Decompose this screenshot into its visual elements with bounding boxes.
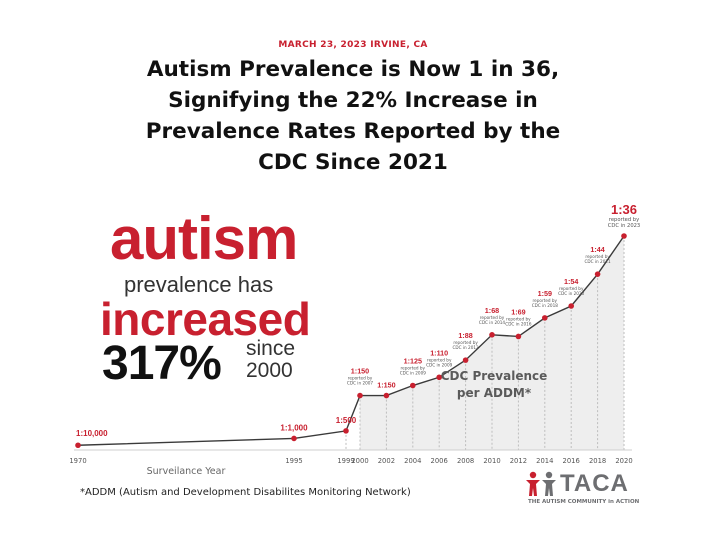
x-tick-label: 2006 bbox=[431, 457, 448, 465]
data-point bbox=[489, 332, 495, 338]
data-point bbox=[542, 315, 548, 321]
data-label: 1:36 bbox=[611, 202, 637, 217]
x-tick-label: 2016 bbox=[563, 457, 580, 465]
data-label: 1:150 bbox=[351, 367, 369, 376]
data-note: CDC in 2018 bbox=[532, 303, 559, 308]
data-note: reported by bbox=[585, 254, 610, 259]
data-note: CDC in 2009 bbox=[426, 362, 453, 367]
data-note: CDC in 2021 bbox=[584, 259, 611, 264]
logo-wordmark: TACA bbox=[560, 470, 629, 497]
data-point bbox=[383, 392, 390, 399]
data-point bbox=[357, 392, 363, 399]
data-label: 1:68 bbox=[485, 306, 499, 315]
data-note: CDC in 2014 bbox=[479, 320, 506, 325]
hero-since-year: since 2000 bbox=[246, 338, 295, 382]
data-label: 1:54 bbox=[564, 277, 578, 286]
data-label: 1:69 bbox=[511, 307, 525, 316]
x-tick-label: 2008 bbox=[457, 457, 474, 465]
x-tick-label: 1995 bbox=[285, 457, 302, 465]
x-tick-label: 2000 bbox=[351, 457, 368, 465]
x-tick-label: 1970 bbox=[69, 457, 86, 465]
data-note: CDC in 2016 bbox=[505, 321, 532, 326]
data-point bbox=[291, 435, 297, 442]
x-tick-label: 2014 bbox=[536, 457, 553, 465]
logo-tagline: THE AUTISM COMMUNITY in ACTION bbox=[528, 499, 640, 505]
data-label: 1:150 bbox=[377, 381, 395, 390]
data-label: 1:1,000 bbox=[280, 423, 308, 432]
data-point bbox=[75, 442, 81, 449]
data-note: CDC in 2012 bbox=[452, 345, 479, 350]
data-point bbox=[410, 382, 416, 389]
footnote: *ADDM (Autism and Development Disabilite… bbox=[80, 487, 411, 498]
data-note: reported by bbox=[533, 298, 558, 303]
data-point bbox=[436, 374, 443, 381]
data-point bbox=[568, 303, 574, 309]
data-note: CDC in 2007 bbox=[347, 381, 374, 386]
data-note: CDC in 2023 bbox=[608, 223, 640, 229]
x-tick-label: 2018 bbox=[589, 457, 606, 465]
data-point bbox=[594, 271, 601, 277]
hero-since-label: since bbox=[246, 337, 296, 360]
data-point bbox=[621, 233, 627, 239]
hero-since-value: 2000 bbox=[246, 359, 293, 382]
x-tick-label: 1999 bbox=[337, 457, 354, 465]
data-note: reported by bbox=[427, 357, 452, 362]
hero-word-increased: increased bbox=[100, 293, 311, 345]
data-label: 1:44 bbox=[590, 245, 604, 254]
page-title: Autism Prevalence is Now 1 in 36, Signif… bbox=[145, 57, 561, 175]
data-note: reported by bbox=[401, 366, 426, 371]
data-label: 1:110 bbox=[430, 348, 448, 357]
x-axis-label: Surveilance Year bbox=[147, 466, 226, 477]
taca-logo: TACA THE AUTISM COMMUNITY in ACTION bbox=[524, 470, 654, 510]
data-note: reported by bbox=[609, 217, 639, 223]
data-point bbox=[515, 333, 522, 340]
hero-word-autism: autism bbox=[110, 205, 298, 272]
data-label: 1:10,000 bbox=[76, 429, 108, 438]
x-tick-label: 2004 bbox=[404, 457, 421, 465]
x-tick-label: 2010 bbox=[483, 457, 500, 465]
data-label: 1:88 bbox=[458, 331, 472, 340]
data-label: 1:500 bbox=[336, 416, 357, 425]
data-note: reported by bbox=[559, 286, 584, 291]
panel-label-line1: CDC Prevalence bbox=[441, 369, 548, 383]
people-figures-icon bbox=[526, 471, 556, 496]
data-note: reported by bbox=[506, 316, 531, 321]
x-tick-label: 2012 bbox=[510, 457, 527, 465]
data-point bbox=[462, 357, 469, 363]
data-note: reported by bbox=[480, 315, 505, 320]
data-label: 1:125 bbox=[404, 357, 422, 366]
data-label: 1:59 bbox=[538, 289, 552, 298]
series-line bbox=[77, 235, 625, 446]
data-point bbox=[343, 428, 349, 434]
x-tick-label: 2020 bbox=[615, 457, 632, 465]
x-tick-label: 2002 bbox=[378, 457, 395, 465]
hero-percent: 317% bbox=[102, 337, 222, 390]
dateline: MARCH 23, 2023 IRVINE, CA bbox=[278, 40, 428, 50]
data-note: CDC in 2009 bbox=[400, 371, 427, 376]
panel-label-line2: per ADDM* bbox=[457, 386, 532, 400]
data-note: CDC in 2020 bbox=[558, 291, 585, 296]
hero-prevalence-has: prevalence has bbox=[124, 272, 274, 297]
data-note: reported by bbox=[348, 376, 373, 381]
data-note: reported by bbox=[453, 340, 478, 345]
